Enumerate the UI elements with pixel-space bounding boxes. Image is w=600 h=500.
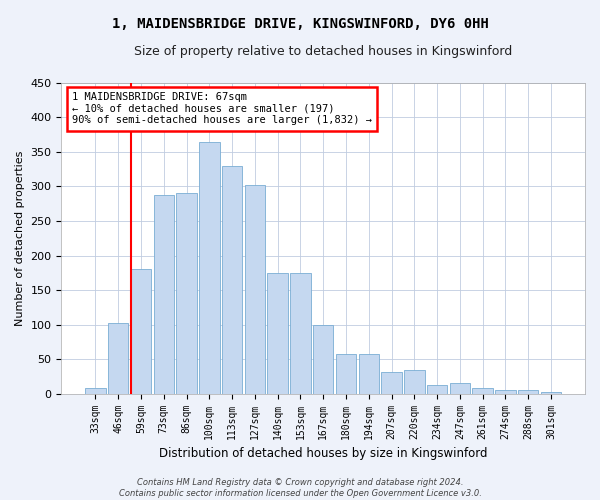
Text: Contains HM Land Registry data © Crown copyright and database right 2024.
Contai: Contains HM Land Registry data © Crown c… bbox=[119, 478, 481, 498]
Bar bbox=[359, 354, 379, 394]
Bar bbox=[313, 324, 334, 394]
X-axis label: Distribution of detached houses by size in Kingswinford: Distribution of detached houses by size … bbox=[159, 447, 487, 460]
Bar bbox=[472, 388, 493, 394]
Bar bbox=[85, 388, 106, 394]
Bar bbox=[449, 382, 470, 394]
Text: 1, MAIDENSBRIDGE DRIVE, KINGSWINFORD, DY6 0HH: 1, MAIDENSBRIDGE DRIVE, KINGSWINFORD, DY… bbox=[112, 18, 488, 32]
Bar bbox=[427, 386, 448, 394]
Bar bbox=[131, 268, 151, 394]
Bar bbox=[222, 166, 242, 394]
Bar bbox=[381, 372, 402, 394]
Bar bbox=[495, 390, 515, 394]
Bar bbox=[336, 354, 356, 394]
Bar bbox=[290, 273, 311, 394]
Text: 1 MAIDENSBRIDGE DRIVE: 67sqm
← 10% of detached houses are smaller (197)
90% of s: 1 MAIDENSBRIDGE DRIVE: 67sqm ← 10% of de… bbox=[72, 92, 372, 126]
Bar bbox=[199, 142, 220, 394]
Bar bbox=[518, 390, 538, 394]
Bar bbox=[404, 370, 425, 394]
Bar bbox=[541, 392, 561, 394]
Bar bbox=[108, 322, 128, 394]
Y-axis label: Number of detached properties: Number of detached properties bbox=[15, 150, 25, 326]
Title: Size of property relative to detached houses in Kingswinford: Size of property relative to detached ho… bbox=[134, 45, 512, 58]
Bar bbox=[268, 273, 288, 394]
Bar bbox=[245, 185, 265, 394]
Bar bbox=[154, 194, 174, 394]
Bar bbox=[176, 194, 197, 394]
